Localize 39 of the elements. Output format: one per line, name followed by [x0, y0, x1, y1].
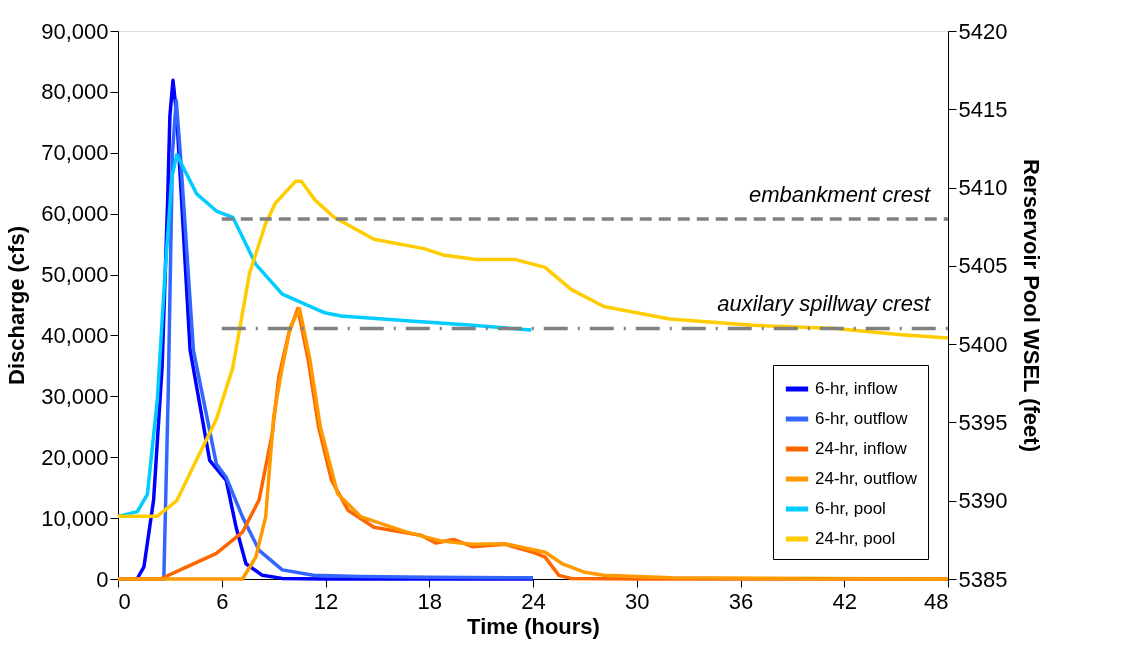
- y2-axis-title: Rerservoir Pool WSEL (feet): [1019, 159, 1045, 452]
- y-tick-label: 60,000: [41, 201, 109, 227]
- legend-label: 6-hr, pool: [815, 499, 886, 518]
- y-tick-label: 50,000: [41, 262, 109, 288]
- y-tick-label: 20,000: [41, 444, 109, 470]
- x-tick-label: 36: [728, 588, 754, 614]
- x-tick-label: 48: [924, 588, 949, 614]
- x-tick-label: 30: [625, 588, 650, 614]
- x-axis-title: Time (hours): [467, 613, 600, 639]
- y2-tick-label: 5420: [958, 18, 1008, 44]
- x-tick-label: 18: [417, 588, 442, 614]
- y-tick-label: 40,000: [41, 322, 109, 348]
- annotation: embankment crest: [749, 181, 931, 207]
- x-tick-label: 0: [118, 588, 131, 614]
- line-series: [116, 179, 950, 519]
- y-tick-label: 70,000: [41, 140, 109, 166]
- legend-label: 24-hr, pool: [815, 529, 896, 548]
- x-tick-label: 12: [313, 588, 339, 614]
- legend-label: 24-hr, outflow: [815, 469, 918, 488]
- y-tick-label: 30,000: [41, 383, 109, 409]
- y2-tick-label: 5390: [958, 488, 1008, 514]
- legend-label: 6-hr, inflow: [815, 379, 898, 398]
- y-tick-label: 90,000: [41, 18, 109, 44]
- y-axis-title: Discharge (cfs): [4, 226, 30, 385]
- y-tick-label: 10,000: [41, 505, 109, 531]
- x-tick-label: 6: [216, 588, 229, 614]
- x-tick-label: 24: [521, 588, 546, 614]
- y2-tick-label: 5405: [958, 253, 1008, 279]
- y-tick-label: 80,000: [41, 79, 109, 105]
- y2-tick-label: 5410: [958, 175, 1008, 201]
- y2-tick-label: 5400: [958, 331, 1008, 357]
- legend-label: 6-hr, outflow: [815, 409, 909, 428]
- y2-tick-label: 5415: [958, 96, 1008, 122]
- y-tick-label: 0: [96, 566, 109, 592]
- y2-tick-label: 5395: [958, 409, 1008, 435]
- legend-label: 24-hr, inflow: [815, 439, 908, 458]
- annotation: auxilary spillway crest: [717, 291, 931, 317]
- y2-tick-label: 5385: [958, 566, 1008, 592]
- x-tick-label: 42: [832, 588, 857, 614]
